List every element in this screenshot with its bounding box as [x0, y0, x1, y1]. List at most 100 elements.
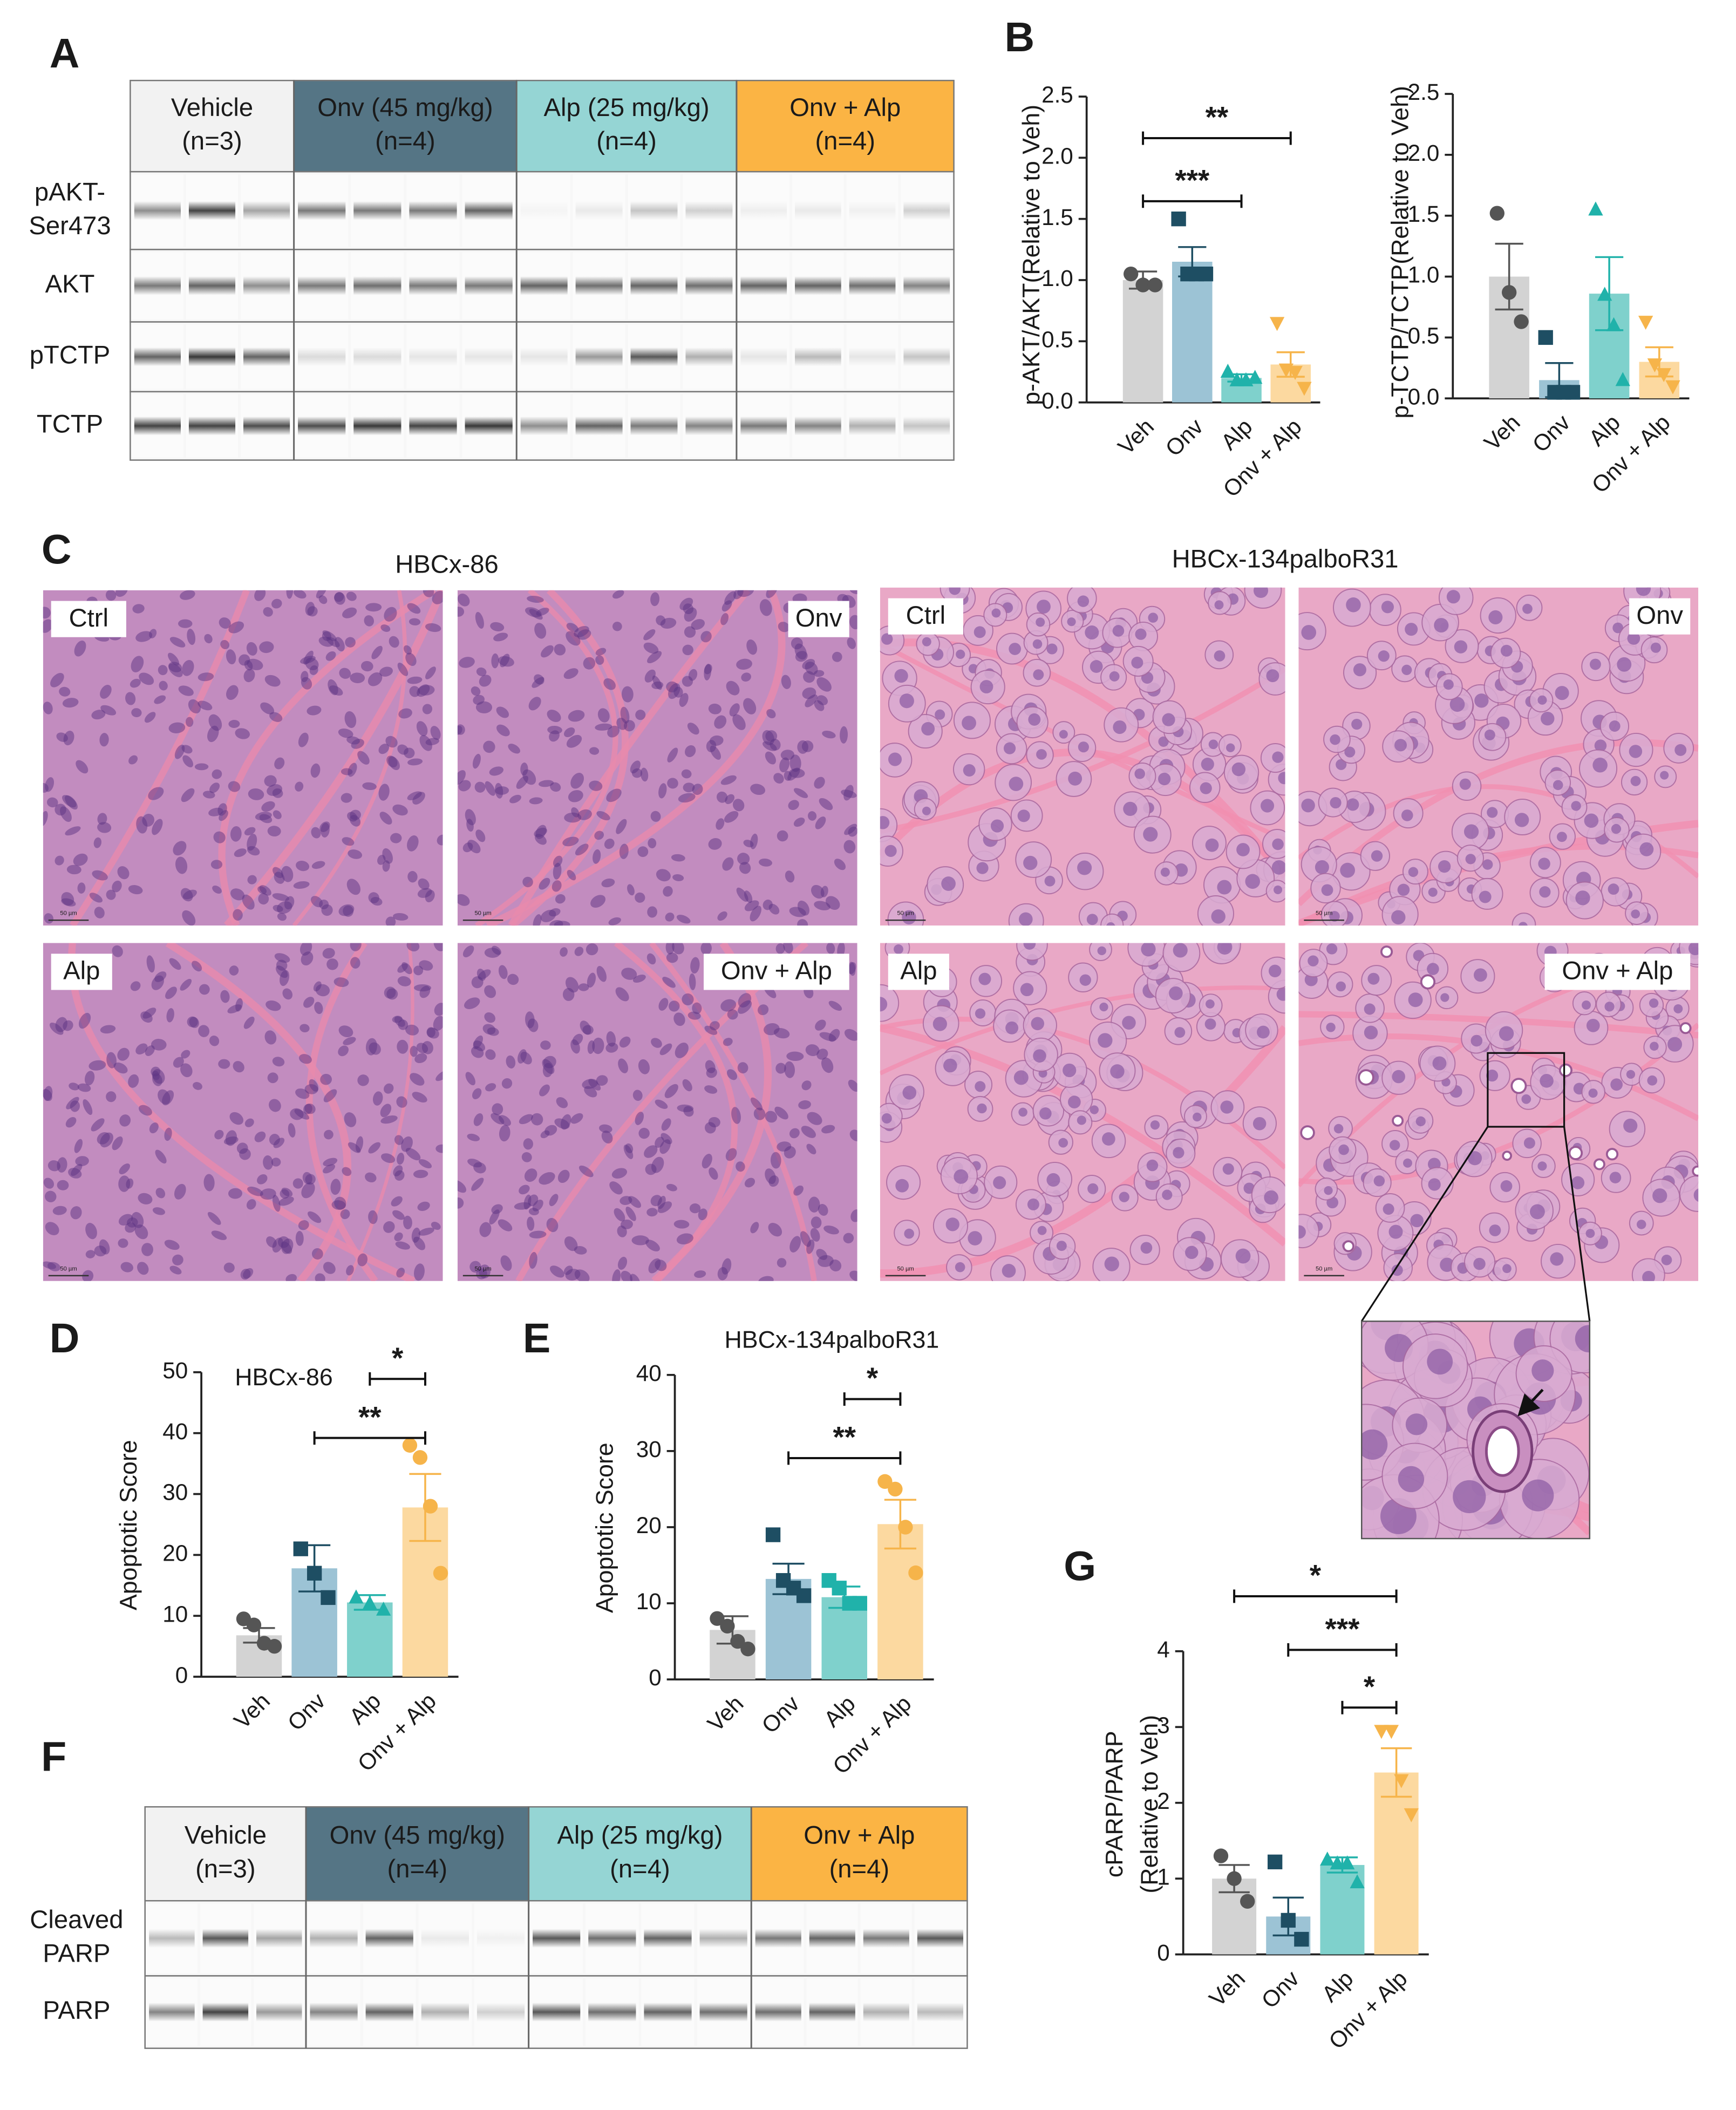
blot-band	[188, 276, 236, 295]
tissue-nucleus	[590, 895, 606, 908]
tissue-nucleus	[1427, 1349, 1453, 1375]
blot-band	[533, 1929, 581, 1948]
tissue-nucleus	[706, 1067, 717, 1078]
tissue-nucleus	[187, 629, 196, 645]
tissue-nucleus	[192, 961, 202, 972]
tissue-nucleus	[485, 781, 495, 796]
blot-band	[134, 416, 181, 435]
y-tick-label: 10	[636, 1589, 662, 1614]
tissue-nucleus	[805, 1044, 820, 1057]
tissue-cell	[1512, 913, 1536, 926]
tissue-nucleus	[768, 903, 780, 915]
tissue-nucleus	[578, 983, 589, 991]
tissue-nucleus	[1521, 1094, 1531, 1104]
data-point	[1269, 317, 1285, 331]
tissue-nucleus	[430, 726, 441, 740]
tissue-nucleus	[553, 862, 562, 880]
tissue-nucleus	[810, 1228, 820, 1242]
tissue-nucleus	[169, 637, 186, 648]
blot-band	[409, 416, 457, 435]
y-tick-label: 0.5	[1041, 327, 1073, 352]
data-point	[908, 1565, 923, 1581]
tissue-nucleus	[848, 1079, 857, 1092]
tissue-nucleus	[821, 1125, 835, 1134]
tissue-nucleus	[643, 629, 656, 641]
tissue-nucleus	[1371, 850, 1383, 862]
tissue-nucleus	[596, 811, 610, 821]
tissue-nucleus	[130, 981, 141, 991]
tissue-nucleus	[811, 1216, 822, 1229]
data-point	[1124, 267, 1139, 282]
tissue-nucleus	[128, 1074, 139, 1088]
tissue-cell	[880, 984, 900, 1022]
tissue-nucleus	[789, 1236, 801, 1253]
blot-band	[903, 347, 950, 366]
blot-group-header	[528, 1806, 752, 1902]
blot-band	[202, 1929, 249, 1948]
significance-bracket	[1287, 1643, 1398, 1657]
tissue-cell	[1631, 1258, 1665, 1281]
tissue-nucleus	[542, 1063, 553, 1078]
tissue-nucleus	[74, 641, 86, 657]
x-tick-label: Veh	[229, 1688, 275, 1734]
y-tick-label: 1.5	[1408, 201, 1440, 227]
tissue-nucleus	[704, 664, 712, 675]
tissue-nucleus	[64, 795, 78, 810]
tissue-nucleus	[43, 1088, 52, 1101]
tissue-nucleus	[381, 1153, 396, 1163]
tissue-nucleus	[801, 1126, 816, 1138]
tissue-nucleus	[1253, 587, 1269, 598]
tissue-nucleus	[1537, 695, 1547, 705]
tissue-nucleus	[417, 1201, 430, 1211]
bar-chart: 0.0 0.5 1.0 1.5 2.0 2.5p-AKT/AKT(Relative to …	[1018, 82, 1320, 502]
tissue-cell	[1016, 943, 1048, 961]
tissue-nucleus	[991, 608, 1001, 618]
blot-band	[575, 347, 623, 366]
blot-row-label: pTCTP	[30, 341, 111, 370]
blot-row-label: pAKT-	[35, 178, 105, 207]
tissue-nucleus	[1301, 625, 1317, 640]
tissue-nucleus	[635, 710, 646, 720]
tissue-nucleus	[85, 1250, 96, 1258]
tissue-nucleus	[474, 781, 486, 793]
tissue-nucleus	[1264, 1190, 1278, 1205]
blot-group-label: Alp (25 mg/kg)	[557, 1821, 723, 1850]
tissue-nucleus	[683, 1106, 694, 1117]
tissue-nucleus	[199, 984, 210, 995]
tissue-nucleus	[619, 843, 629, 859]
tissue-nucleus	[801, 1080, 812, 1091]
tissue-nucleus	[407, 676, 423, 684]
tissue-nucleus	[1085, 625, 1099, 639]
tissue-nucleus	[93, 837, 102, 848]
tissue-nucleus	[432, 590, 443, 604]
tissue-nucleus	[484, 985, 496, 998]
tissue-nucleus	[135, 1043, 148, 1054]
tissue-nucleus	[750, 1222, 759, 1234]
tissue-nucleus	[1162, 713, 1175, 726]
tissue-nucleus	[544, 1125, 557, 1136]
tissue-nucleus	[655, 1260, 667, 1271]
blot-band	[917, 1929, 963, 1948]
tissue-nucleus	[582, 1025, 594, 1035]
tissue-nucleus	[309, 665, 318, 675]
tissue-nucleus	[607, 725, 620, 738]
tissue-nucleus	[667, 778, 678, 789]
tissue-vacuole	[1692, 1165, 1699, 1177]
tissue-nucleus	[422, 704, 433, 714]
tissue-nucleus	[1522, 1479, 1554, 1512]
tissue-nucleus	[255, 812, 272, 821]
tissue-nucleus	[976, 862, 989, 874]
tissue-nucleus	[240, 1269, 251, 1280]
tissue-nucleus	[1453, 1480, 1486, 1514]
tissue-nucleus	[541, 645, 554, 658]
tissue-nucleus	[77, 882, 86, 894]
tissue-nucleus	[380, 624, 391, 632]
blot-group-label: (n=4)	[387, 1855, 448, 1883]
condition-label-box	[51, 954, 112, 990]
tissue-nucleus	[495, 782, 503, 799]
tissue-vacuole	[1510, 1078, 1527, 1094]
tissue-stroma	[165, 943, 351, 1281]
tissue-nucleus	[1586, 1018, 1600, 1032]
tissue-nucleus	[1208, 739, 1218, 750]
